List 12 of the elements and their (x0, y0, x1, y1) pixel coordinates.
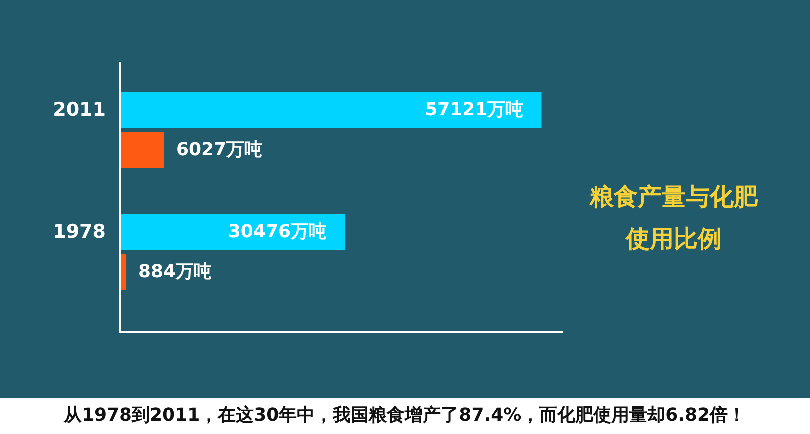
data-label: 884万吨 (138, 262, 212, 282)
bar (121, 92, 542, 128)
y-tick-label: 2011 (53, 99, 106, 121)
y-tick-label: 1978 (53, 221, 106, 243)
text: 粮食产量与化肥使用比例 (588, 182, 760, 255)
bar (121, 254, 127, 290)
data-label: 30476万吨 (228, 222, 328, 242)
text: 从1978到2011，在这30年中，我国粮食增产了87.4%，而化肥使用量却6.82倍！ (0, 398, 810, 434)
bar (121, 132, 164, 168)
bar (121, 214, 346, 250)
data-label: 6027万吨 (176, 140, 263, 160)
data-label: 57121万吨 (425, 100, 524, 120)
